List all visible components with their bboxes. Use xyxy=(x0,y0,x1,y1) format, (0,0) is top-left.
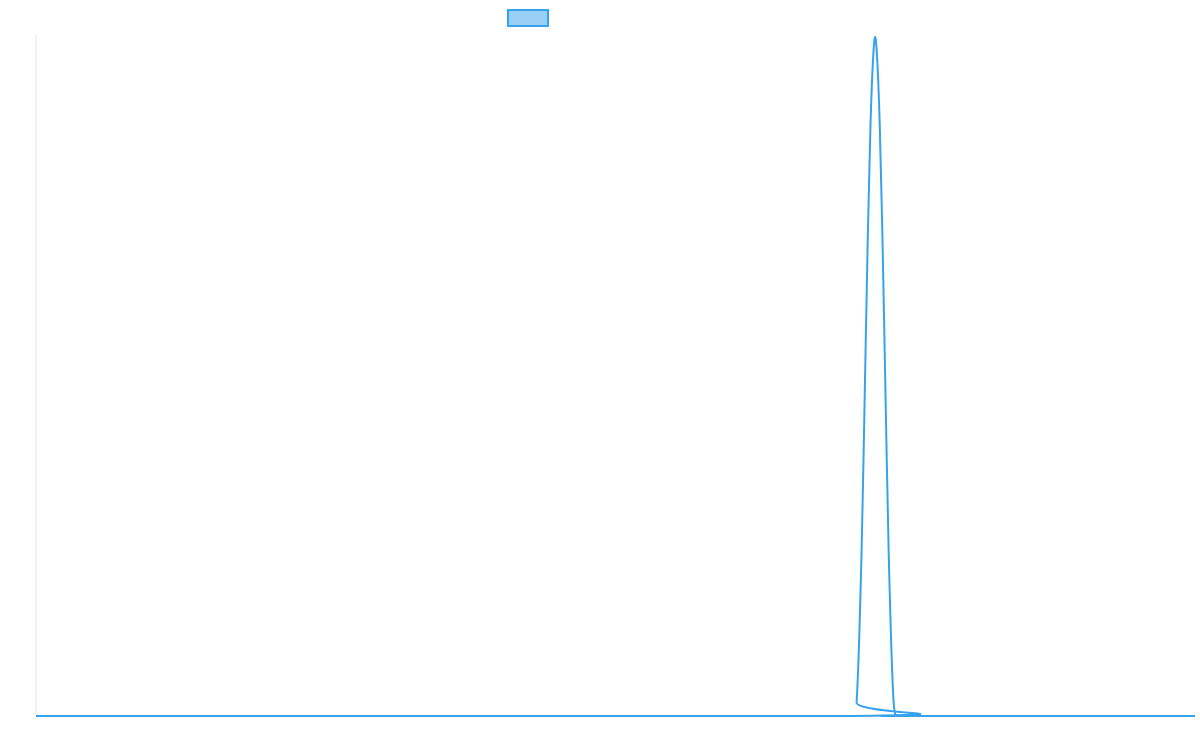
legend[interactable] xyxy=(507,9,549,27)
axes xyxy=(35,35,1195,717)
plot-area xyxy=(36,36,1195,718)
series-line-0[interactable] xyxy=(36,36,1195,718)
legend-swatch-0[interactable] xyxy=(507,9,549,27)
